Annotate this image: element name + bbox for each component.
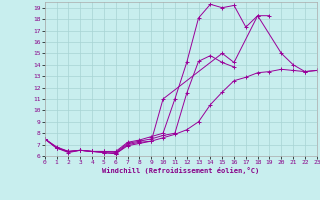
X-axis label: Windchill (Refroidissement éolien,°C): Windchill (Refroidissement éolien,°C): [102, 167, 260, 174]
